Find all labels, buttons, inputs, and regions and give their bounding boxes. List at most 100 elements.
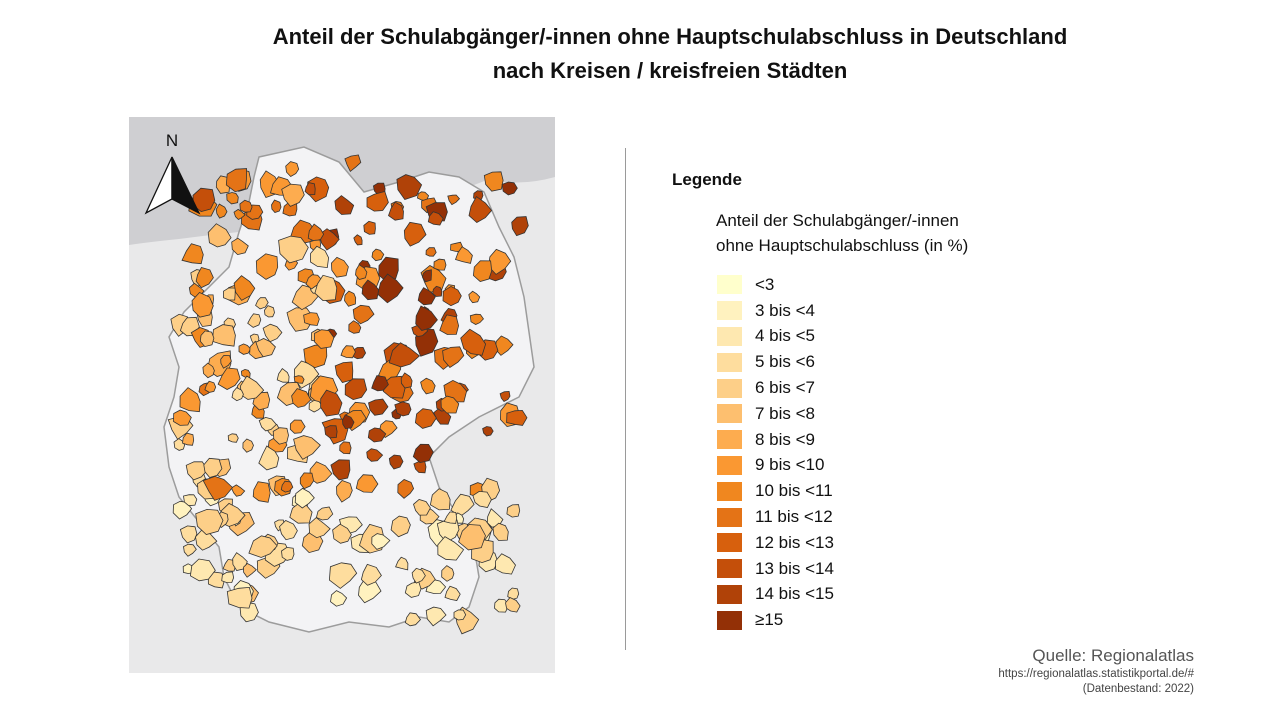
district-shape[interactable] — [255, 338, 276, 358]
district-shape[interactable] — [271, 199, 282, 213]
germany-map[interactable]: N — [129, 117, 555, 673]
district-shape[interactable] — [494, 598, 510, 613]
district-shape[interactable] — [183, 494, 198, 507]
district-shape[interactable] — [233, 208, 246, 220]
district-shape[interactable] — [355, 474, 379, 493]
district-shape[interactable] — [355, 264, 368, 280]
district-shape[interactable] — [280, 480, 294, 493]
district-shape[interactable] — [191, 292, 214, 318]
district-shape[interactable] — [511, 216, 529, 237]
district-shape[interactable] — [339, 441, 352, 455]
district-shape[interactable] — [281, 546, 295, 561]
district-shape[interactable] — [231, 387, 244, 402]
district-shape[interactable] — [291, 388, 312, 408]
district-shape[interactable] — [279, 520, 298, 541]
district-shape[interactable] — [195, 508, 224, 535]
district-shape[interactable] — [453, 609, 467, 621]
district-shape[interactable] — [468, 196, 493, 223]
district-shape[interactable] — [460, 328, 487, 356]
district-shape[interactable] — [258, 445, 280, 471]
district-shape[interactable] — [388, 342, 421, 368]
district-shape[interactable] — [404, 612, 422, 627]
district-shape[interactable] — [429, 488, 451, 511]
district-shape[interactable] — [226, 586, 253, 609]
district-shape[interactable] — [412, 443, 434, 464]
district-shape[interactable] — [366, 191, 389, 212]
district-shape[interactable] — [183, 543, 197, 557]
district-shape[interactable] — [454, 246, 473, 264]
district-shape[interactable] — [320, 389, 343, 417]
district-shape[interactable] — [247, 313, 262, 328]
district-shape[interactable] — [396, 174, 423, 200]
district-shape[interactable] — [238, 343, 252, 355]
district-shape[interactable] — [299, 472, 315, 490]
district-shape[interactable] — [450, 493, 475, 517]
district-shape[interactable] — [231, 237, 249, 256]
district-shape[interactable] — [432, 285, 443, 297]
district-shape[interactable] — [397, 479, 415, 499]
district-shape[interactable] — [262, 323, 283, 343]
district-shape[interactable] — [207, 571, 225, 589]
district-shape[interactable] — [179, 525, 198, 544]
district-shape[interactable] — [334, 195, 355, 215]
district-shape[interactable] — [340, 345, 356, 359]
district-shape[interactable] — [468, 290, 481, 304]
district-shape[interactable] — [276, 368, 290, 383]
district-shape[interactable] — [344, 154, 362, 173]
district-shape[interactable] — [417, 287, 436, 306]
district-shape[interactable] — [195, 267, 214, 289]
district-shape[interactable] — [204, 380, 217, 393]
district-shape[interactable] — [324, 425, 338, 439]
district-shape[interactable] — [181, 243, 204, 265]
district-shape[interactable] — [353, 234, 363, 246]
district-shape[interactable] — [314, 274, 338, 302]
district-shape[interactable] — [248, 535, 278, 558]
district-shape[interactable] — [255, 297, 269, 310]
district-shape[interactable] — [258, 416, 277, 432]
district-shape[interactable] — [332, 523, 352, 544]
district-shape[interactable] — [202, 475, 234, 501]
district-shape[interactable] — [394, 401, 412, 417]
district-shape[interactable] — [189, 558, 216, 582]
district-shape[interactable] — [304, 182, 316, 196]
district-shape[interactable] — [217, 367, 241, 390]
district-shape[interactable] — [422, 269, 432, 283]
district-shape[interactable] — [352, 304, 375, 325]
district-shape[interactable] — [363, 220, 376, 235]
district-shape[interactable] — [330, 256, 349, 278]
district-shape[interactable] — [185, 461, 209, 481]
district-shape[interactable] — [437, 536, 465, 561]
district-shape[interactable] — [425, 606, 447, 627]
district-shape[interactable] — [342, 414, 355, 430]
district-shape[interactable] — [285, 161, 300, 178]
district-shape[interactable] — [495, 553, 516, 575]
district-shape[interactable] — [506, 409, 528, 426]
district-shape[interactable] — [366, 448, 384, 462]
district-shape[interactable] — [336, 480, 353, 503]
district-shape[interactable] — [182, 432, 195, 446]
district-shape[interactable] — [388, 201, 404, 221]
district-shape[interactable] — [506, 504, 521, 518]
district-shape[interactable] — [371, 375, 389, 392]
district-shape[interactable] — [344, 290, 357, 307]
district-shape[interactable] — [403, 221, 427, 247]
district-shape[interactable] — [507, 587, 520, 600]
district-shape[interactable] — [413, 499, 431, 516]
district-shape[interactable] — [233, 275, 256, 301]
district-shape[interactable] — [411, 567, 426, 584]
district-shape[interactable] — [278, 235, 309, 264]
district-shape[interactable] — [315, 506, 334, 521]
district-shape[interactable] — [441, 565, 455, 582]
district-shape[interactable] — [215, 203, 228, 219]
district-shape[interactable] — [310, 245, 330, 269]
district-shape[interactable] — [395, 556, 409, 571]
district-shape[interactable] — [371, 533, 391, 550]
district-shape[interactable] — [293, 375, 305, 384]
district-shape[interactable] — [415, 305, 438, 331]
district-shape[interactable] — [442, 346, 465, 369]
source-url[interactable]: https://regionalatlas.statistikportal.de… — [998, 668, 1194, 680]
district-shape[interactable] — [499, 390, 511, 403]
district-shape[interactable] — [390, 515, 411, 538]
district-shape[interactable] — [199, 330, 215, 348]
district-shape[interactable] — [230, 484, 246, 497]
